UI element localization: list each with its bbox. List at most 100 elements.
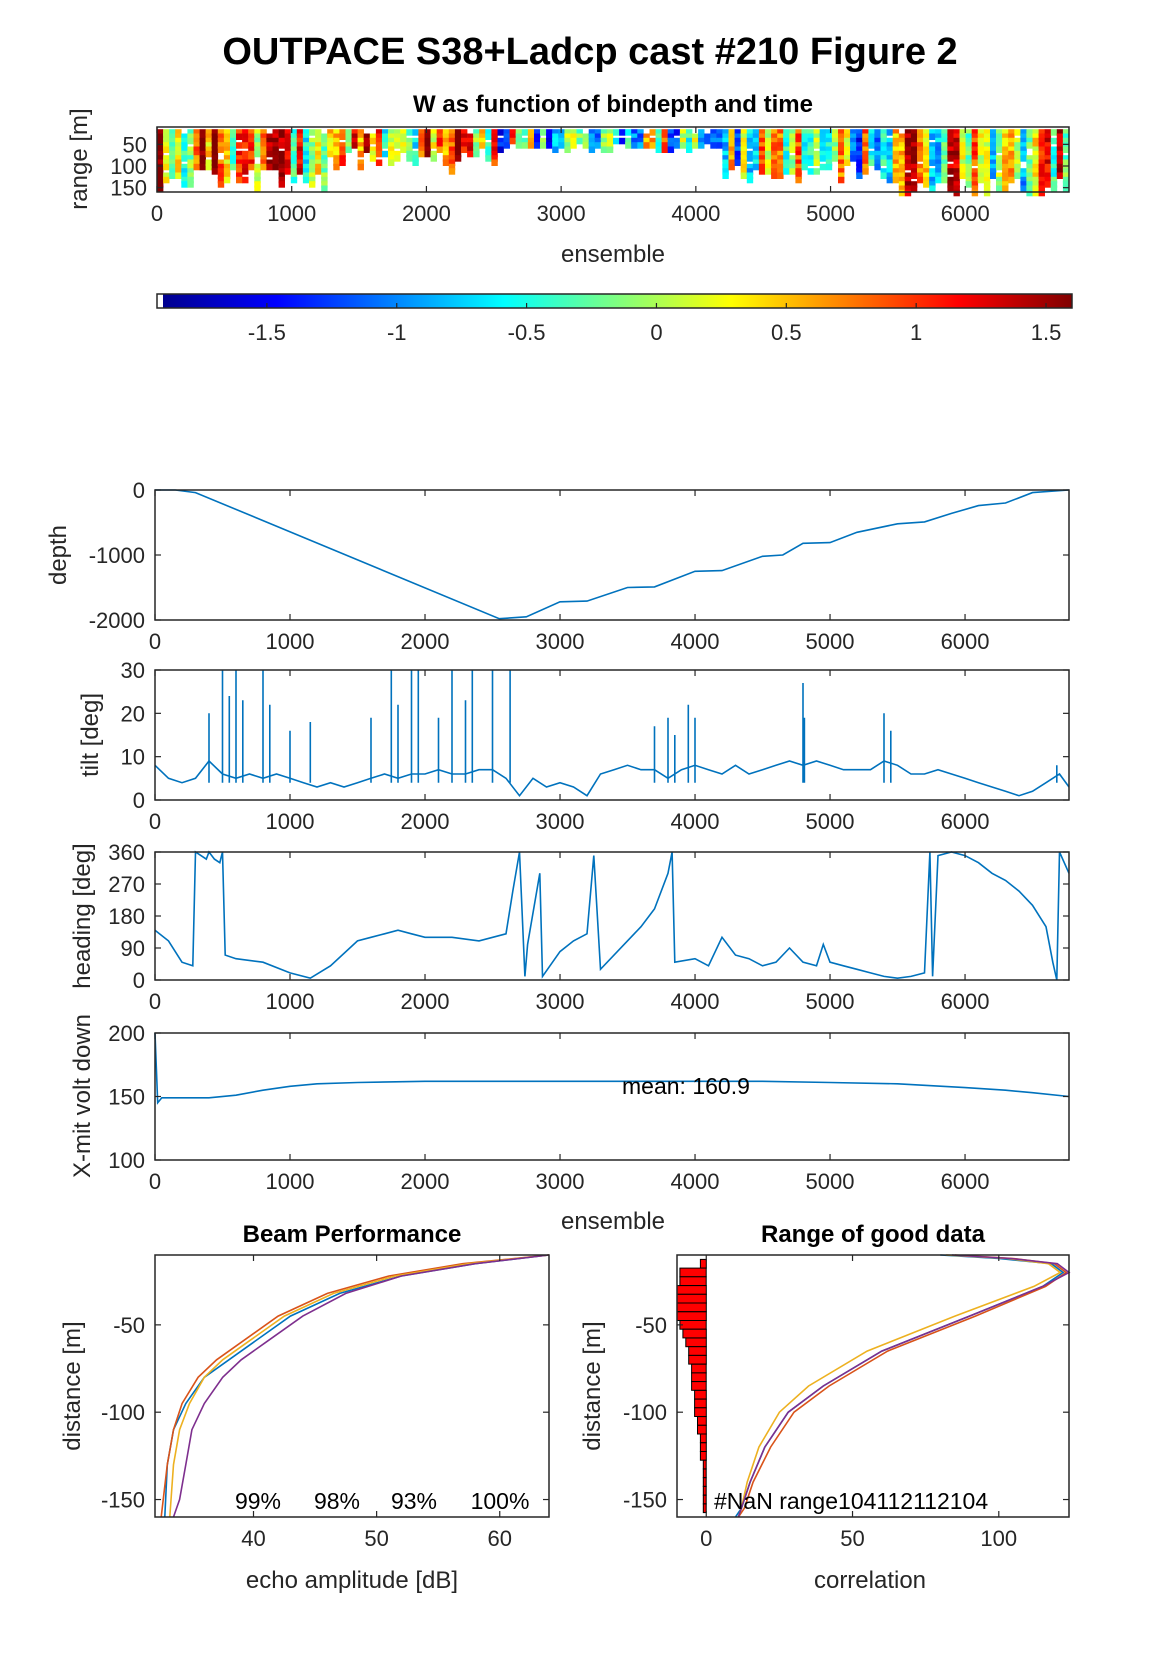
w-image-cell	[765, 142, 772, 149]
beam-frame	[154, 1254, 550, 1518]
w-image-cell	[418, 150, 425, 158]
w-image-cell	[868, 155, 875, 162]
w-image-cell	[813, 150, 820, 158]
w-image-cell	[1008, 176, 1015, 184]
w-image-cell	[1014, 146, 1021, 153]
w-image-cell	[910, 133, 918, 140]
w-image-cell	[813, 129, 820, 136]
w-image-cell	[1026, 163, 1033, 171]
w-image-cell	[315, 133, 322, 140]
w-image-cell	[655, 142, 662, 149]
w-image-cell	[600, 146, 608, 153]
w-image-cell	[1002, 176, 1009, 184]
w-image-cell	[296, 168, 304, 175]
w-image-cell	[990, 159, 997, 166]
w-image-cell	[789, 142, 796, 149]
w-image-cell	[321, 137, 328, 145]
range-series-line	[737, 1254, 1071, 1518]
w-image-cell	[485, 142, 492, 149]
w-image-cell	[862, 129, 869, 136]
w-image-cell	[576, 129, 583, 136]
w-image-cell	[254, 142, 261, 149]
w-image-cell	[789, 159, 796, 166]
w-image-cell	[752, 133, 760, 140]
w-image-cell	[211, 142, 219, 149]
w-image-cell	[892, 176, 900, 184]
w-image-cell	[302, 176, 310, 184]
w-image-cell	[904, 163, 912, 171]
w-image-cell	[521, 129, 529, 136]
w-image-cell	[910, 185, 918, 192]
w-image-cell	[236, 142, 243, 149]
w-image-cell	[935, 168, 942, 175]
w-image-cell	[789, 129, 796, 136]
y-tick-label: 270	[108, 872, 145, 897]
w-image-cell	[643, 142, 650, 149]
w-image-cell	[637, 129, 644, 136]
colorbar-tick-label: 0.5	[771, 320, 802, 345]
w-image-cell	[199, 129, 206, 136]
w-image-cell	[272, 142, 279, 149]
w-image-cell	[686, 146, 693, 153]
w-image-cell	[175, 168, 182, 175]
w-image-cell	[558, 142, 565, 149]
w-image-cell	[1002, 159, 1009, 166]
x-tick-label: 6000	[941, 629, 990, 654]
w-image-cell	[704, 133, 711, 140]
beam-series-line	[169, 1254, 550, 1518]
w-image-cell	[424, 133, 431, 140]
w-image-cell	[910, 129, 918, 136]
w-image-cell	[795, 129, 802, 136]
w-image-cell	[941, 176, 948, 184]
w-image-cell	[363, 142, 371, 149]
w-image-cell	[187, 133, 194, 140]
w-image-cell	[923, 163, 930, 171]
w-image-cell	[971, 142, 979, 149]
w-image-cell	[540, 137, 547, 145]
range-series-line	[737, 1254, 1068, 1518]
w-image-cell	[418, 129, 425, 136]
range-bar	[676, 1302, 707, 1313]
w-image-cell	[321, 155, 328, 162]
w-image-cell	[977, 163, 985, 171]
w-image-cell	[236, 155, 243, 162]
w-image-cell	[1062, 146, 1070, 153]
w-image-cell	[230, 159, 237, 166]
w-image-cell	[321, 163, 328, 171]
w-image-cell	[856, 155, 863, 162]
w-image-cell	[1044, 155, 1052, 162]
w-image-cell	[971, 181, 979, 188]
beam-xlabel: echo amplitude [dB]	[246, 1567, 458, 1594]
w-image-cell	[406, 129, 413, 136]
w-image-cell	[473, 137, 480, 145]
w-image-cell	[734, 129, 741, 136]
w-image-cell	[1032, 163, 1039, 171]
w-image-cell	[765, 168, 772, 175]
w-image-cell	[351, 133, 358, 140]
w-image-cell	[290, 155, 298, 162]
w-image-cell	[278, 129, 285, 136]
w-image-cell	[418, 142, 425, 149]
w-image-cell	[990, 146, 997, 153]
w-image-cell	[831, 137, 839, 145]
w-image-cell	[917, 133, 924, 140]
w-image-cell	[157, 155, 164, 162]
w-image-cell	[588, 133, 596, 140]
w-image-cell	[959, 172, 966, 179]
w-image-cell	[904, 181, 912, 188]
w-image-cell	[357, 142, 364, 149]
w-image-cell	[1062, 142, 1070, 149]
w-image-cell	[175, 142, 182, 149]
w-image-cell	[777, 150, 784, 158]
w-image-cell	[588, 137, 596, 145]
w-image-cell	[278, 163, 285, 171]
w-image-cell	[284, 163, 292, 171]
w-image-cell	[230, 163, 237, 171]
tilt-frame	[154, 669, 1070, 801]
w-image-cell	[801, 159, 808, 166]
w-image-cell	[977, 137, 985, 145]
w-image-cell	[923, 129, 930, 136]
x-tick-label: 2000	[401, 989, 450, 1014]
w-image-cell	[278, 137, 285, 145]
w-image-cell	[175, 150, 182, 158]
